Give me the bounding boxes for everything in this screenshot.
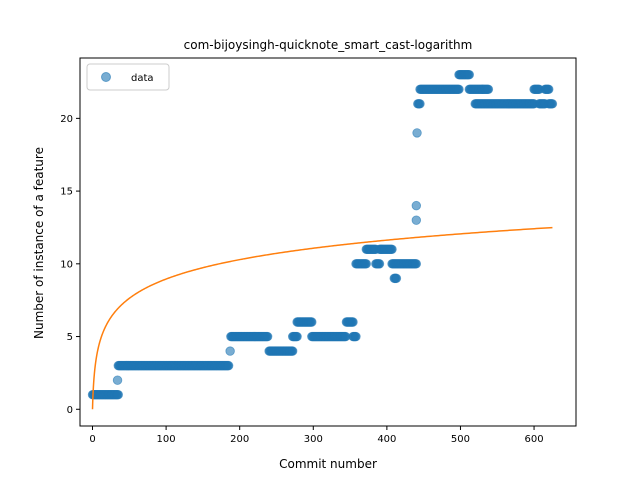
data-point (411, 200, 422, 211)
x-tick-label: 300 (304, 434, 323, 445)
y-axis-ticks: 0 5 10 15 20 (60, 114, 80, 416)
x-tick-label: 500 (451, 434, 470, 445)
data-point (262, 331, 273, 342)
y-tick-label: 20 (60, 114, 73, 125)
data-point (387, 244, 397, 254)
legend-label-data: data (131, 73, 154, 84)
data-point (113, 390, 123, 400)
x-tick-label: 0 (89, 434, 95, 445)
y-tick-label: 0 (67, 405, 73, 416)
y-tick-label: 15 (60, 187, 73, 198)
data-point (391, 273, 402, 284)
axes-frame (79, 57, 577, 427)
data-point (348, 317, 358, 327)
data-point (225, 346, 235, 356)
x-tick-label: 600 (525, 434, 544, 445)
x-tick-label: 200 (230, 434, 249, 445)
data-point (411, 215, 422, 225)
legend-marker-data (101, 72, 111, 82)
x-tick-label: 400 (377, 434, 396, 445)
data-point (415, 99, 425, 109)
data-point (307, 317, 317, 327)
data-point (547, 99, 558, 109)
data-point (287, 346, 298, 356)
data-point (112, 375, 123, 385)
data-point (223, 360, 234, 371)
data-point (544, 84, 554, 94)
data-point (351, 331, 361, 342)
data-point (411, 259, 422, 269)
y-tick-label: 5 (67, 332, 73, 343)
data-point (292, 331, 302, 342)
y-axis-label: Number of instance of a feature (32, 147, 46, 339)
x-axis-ticks: 0 100 200 300 400 500 600 (89, 426, 544, 445)
y-tick-label: 10 (60, 259, 73, 270)
legend: data (86, 63, 170, 91)
data-point (483, 84, 494, 94)
chart-title: com-bijoysingh-quicknote_smart_cast-loga… (184, 38, 473, 52)
data-point (374, 259, 385, 269)
fit-curve (91, 226, 553, 410)
data-points (87, 70, 558, 400)
x-axis-label: Commit number (279, 457, 377, 471)
data-point (361, 259, 371, 269)
fit-curve-layer (91, 226, 553, 410)
data-point (454, 84, 464, 94)
data-point (412, 128, 422, 138)
data-point (464, 70, 474, 80)
x-tick-label: 100 (157, 434, 176, 445)
legend-box (86, 63, 170, 91)
